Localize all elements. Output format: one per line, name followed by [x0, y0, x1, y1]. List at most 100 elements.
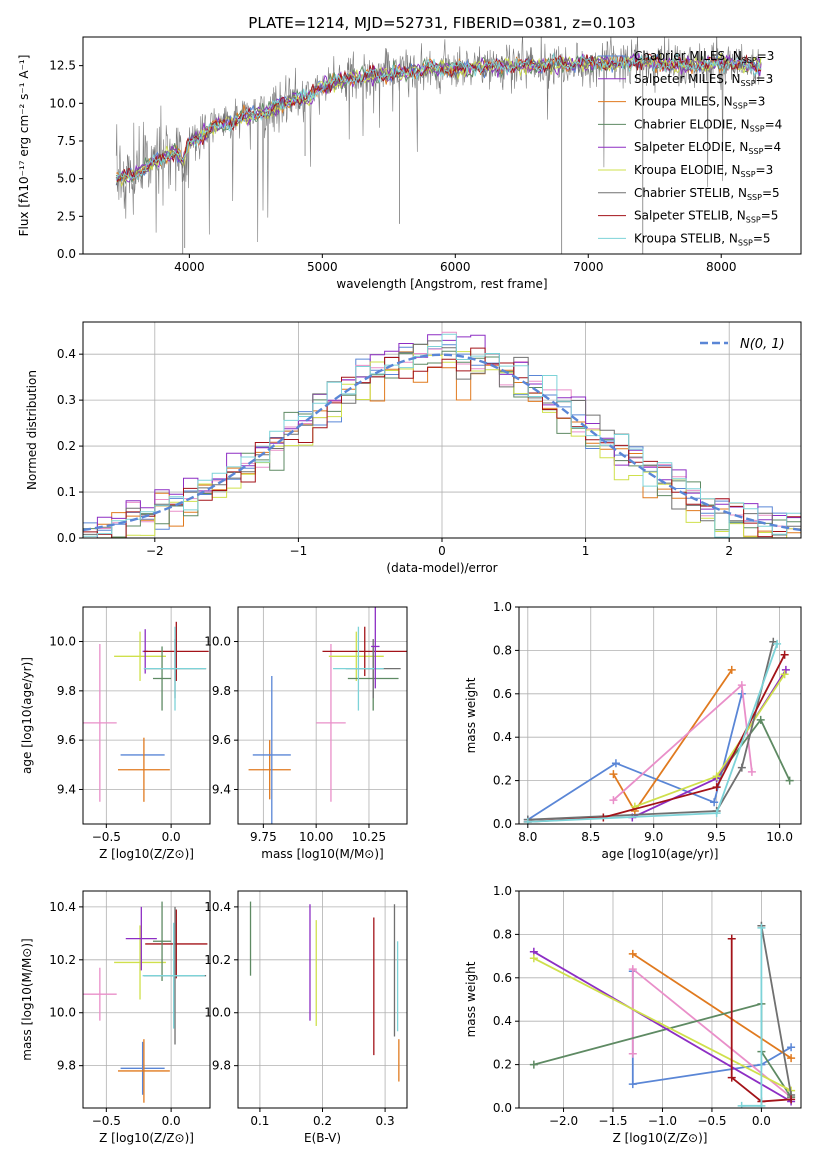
x-tick-label: −0.5 [92, 1114, 121, 1128]
figure-title: PLATE=1214, MJD=52731, FIBERID=0381, z=0… [248, 14, 635, 32]
x-tick-label: 8000 [706, 260, 737, 274]
weight-marker [773, 639, 782, 648]
weight-vs-Z-panel: −2.0 −1.5 −1.0 −0.5 0.0 0.0 0.2 0.4 0.6 0.8 1.0 Z [… [464, 884, 802, 1145]
legend-label: Chabrier MILES, NSSP=3 [634, 49, 774, 65]
y-tick-label: 10.4 [204, 900, 231, 914]
x-tick-label: −1 [290, 544, 308, 558]
x-tick-label: 0.0 [162, 830, 181, 844]
y-tick-label: 0.0 [493, 1101, 512, 1115]
y-axis-label: age [log10(age/yr)] [20, 657, 34, 774]
legend-label: Kroupa STELIB, NSSP=5 [634, 231, 771, 247]
x-axis-label: Z [log10(Z/Z⊙)] [99, 1131, 194, 1145]
data-point [248, 740, 291, 800]
weight-marker [747, 767, 756, 776]
y-tick-label: 0.4 [57, 347, 76, 361]
weight-marker [757, 923, 766, 932]
x-tick-label: −0.5 [92, 830, 121, 844]
weight-marker [529, 954, 538, 963]
weight-marker [712, 772, 721, 781]
legend-label: N(0, 1) [740, 337, 785, 352]
data-point [114, 925, 166, 1000]
plot-area [83, 331, 801, 538]
data-point [120, 1041, 165, 1095]
legend-label: Salpeter MILES, NSSP=3 [634, 72, 773, 88]
weight-marker [628, 949, 637, 958]
weight-line [730, 938, 792, 1103]
spectrum-panel: 4000 5000 6000 7000 8000 0.0 2.5 5.0 7.5 10.0 12.5… [17, 36, 802, 291]
plot-area [523, 637, 794, 824]
spectrum-model-line [115, 52, 762, 181]
y-tick-label: 0.4 [493, 730, 512, 744]
legend-label: Chabrier ELODIE, NSSP=4 [634, 117, 782, 133]
x-tick-label: 5000 [307, 260, 338, 274]
y-tick-label: 0.2 [57, 439, 76, 453]
weight-marker [757, 1101, 766, 1108]
axes: 0.1 0.2 0.3 9.8 10.0 10.2 10.4 E(B-V) [204, 890, 408, 1145]
x-axis-label: mass [log10(M/M⊙)] [261, 847, 383, 861]
weight-marker [781, 665, 790, 674]
spectrum-model-line [115, 52, 762, 185]
y-tick-label: 9.6 [57, 733, 76, 747]
x-tick-label: −1.0 [648, 1114, 677, 1128]
axes: −2.0 −1.5 −1.0 −0.5 0.0 0.0 0.2 0.4 0.6 0.8 1.0 Z [… [464, 884, 802, 1145]
x-tick-label: 0 [438, 544, 446, 558]
weight-marker [787, 1095, 796, 1104]
x-tick-label: 9.0 [644, 830, 663, 844]
residuals-legend: N(0, 1) [700, 337, 785, 352]
axes: −0.5 0.0 9.4 9.6 9.8 10.0 Z [log10(Z/Z⊙)] age [… [20, 606, 211, 861]
y-tick-label: 0.8 [493, 643, 512, 657]
weight-marker [523, 817, 532, 824]
weight-vs-age-panel: 8.0 8.5 9.0 9.5 10.0 0.0 0.2 0.4 0.6 0.8 1.0 age [l… [464, 600, 802, 861]
x-tick-label: 10.00 [299, 830, 333, 844]
x-axis-label: Z [log10(Z/Z⊙)] [99, 847, 194, 861]
x-tick-label: 2 [725, 544, 733, 558]
x-tick-label: 6000 [440, 260, 471, 274]
y-tick-label: 2.5 [57, 209, 76, 223]
axes-frame [518, 606, 802, 825]
x-tick-label: −2.0 [549, 1114, 578, 1128]
histogram-step-line [83, 347, 801, 538]
weight-marker [611, 759, 620, 768]
x-axis-label: age [log10(age/yr)] [602, 847, 719, 861]
axes-frame [518, 890, 802, 1109]
weight-line [632, 953, 792, 1059]
weight-marker [727, 934, 736, 943]
axes-frame [82, 36, 802, 255]
y-tick-label: 10.0 [49, 1006, 76, 1020]
data-point [114, 631, 166, 681]
age-vs-mass-panel: 9.75 10.00 10.25 9.4 9.6 9.8 10.0 mass [log10(M… [204, 606, 408, 861]
weight-line [533, 957, 792, 1092]
plot-area [248, 607, 407, 824]
grid [83, 891, 210, 1108]
weight-marker [710, 798, 719, 807]
x-tick-label: 9.75 [250, 830, 277, 844]
y-tick-label: 9.4 [57, 782, 76, 796]
weight-marker [785, 776, 794, 785]
weight-marker [628, 1080, 637, 1089]
grid [83, 607, 210, 824]
y-axis-label: mass [log10(M/M⊙)] [20, 938, 34, 1060]
weight-marker [609, 770, 618, 779]
weight-marker [787, 1043, 796, 1052]
data-point [322, 626, 407, 677]
data-point [252, 676, 291, 824]
y-tick-label: 9.6 [212, 733, 231, 747]
data-point [125, 906, 157, 971]
legend-label: Kroupa MILES, NSSP=3 [634, 95, 765, 111]
data-point [142, 922, 205, 1029]
data-point [83, 643, 117, 802]
y-tick-label: 0.1 [57, 485, 76, 499]
weight-line [527, 693, 743, 821]
data-point [83, 967, 117, 1021]
weight-line [527, 641, 775, 821]
data-point [117, 737, 170, 802]
y-tick-label: 0.6 [493, 971, 512, 985]
y-axis-label: mass weight [464, 961, 478, 1037]
axes: 4000 5000 6000 7000 8000 0.0 2.5 5.0 7.5 10.0 12.5… [17, 36, 802, 291]
x-axis-label: wavelength [Angstrom, rest frame] [336, 277, 547, 291]
y-tick-label: 10.0 [49, 96, 76, 110]
y-tick-label: 10.2 [204, 953, 231, 967]
y-tick-label: 10.0 [204, 635, 231, 649]
axes-frame [82, 606, 211, 825]
y-tick-label: 10.0 [204, 1006, 231, 1020]
